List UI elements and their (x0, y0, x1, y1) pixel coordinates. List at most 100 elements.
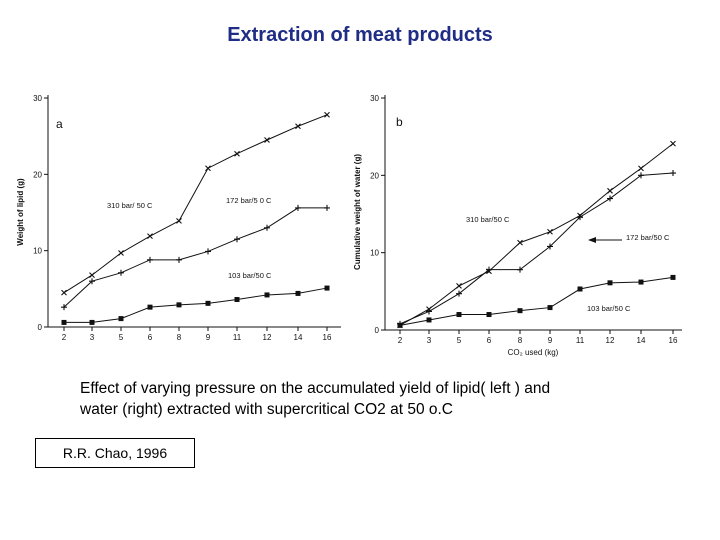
data-point-square (264, 292, 270, 298)
data-point-x (234, 150, 240, 157)
x-tick-label: 12 (606, 336, 615, 345)
series-line (399, 276, 674, 326)
series-annotation: 310 bar/ 50 C (107, 201, 153, 210)
y-tick-label: 10 (370, 249, 379, 258)
data-point-square (89, 319, 95, 325)
figure-caption: Effect of varying pressure on the accumu… (80, 378, 680, 420)
data-point-x (607, 187, 613, 194)
page-title: Extraction of meat products (227, 24, 493, 46)
data-point-x (456, 283, 462, 289)
y-tick-label: 0 (38, 323, 43, 332)
chart-panel-a: 0 10 20 30 2 3 5 6 8 9 11 12 14 16 a Weight of lipid (g… (16, 94, 341, 342)
x-tick-label: 3 (90, 333, 95, 342)
data-point-plus (118, 269, 124, 276)
data-point-x (205, 165, 211, 172)
data-point-plus (176, 256, 182, 263)
data-point-plus (89, 278, 95, 285)
series-1 (397, 170, 676, 327)
series-line (64, 287, 328, 323)
figure-panels: 0 10 20 30 2 3 5 6 8 9 11 12 14 16 a Weight of lipid (g… (10, 80, 710, 370)
panel-label: b (396, 115, 403, 129)
series-2 (397, 274, 676, 328)
series-line (399, 172, 674, 325)
data-point-square (234, 297, 240, 303)
data-point-square (295, 290, 301, 296)
x-tick-label: 11 (576, 336, 585, 345)
x-tick-label: 5 (119, 333, 124, 342)
x-tick-label: 14 (637, 336, 646, 345)
series-annotation: 172 bar/5 0 C (226, 196, 272, 205)
data-point-square (607, 280, 613, 286)
x-tick-label: 14 (294, 333, 303, 342)
x-tick-label: 3 (427, 336, 432, 345)
data-point-plus (147, 256, 153, 263)
y-tick-label: 30 (370, 94, 379, 103)
data-point-x (176, 218, 182, 224)
caption-line-2: water (right) extracted with supercritic… (80, 401, 453, 418)
data-point-square (638, 279, 644, 285)
x-tick-label: 9 (548, 336, 553, 345)
data-point-square (147, 304, 153, 310)
data-point-plus (234, 236, 240, 243)
y-tick-label: 0 (375, 326, 380, 335)
data-point-x (295, 123, 301, 130)
y-axis-label: Weight of lipid (g) (16, 178, 25, 246)
data-point-square (397, 322, 403, 328)
x-tick-label: 2 (62, 333, 67, 342)
chart-panel-b: 0 10 20 30 2 3 5 6 8 9 11 12 14 16 b Cumulative weight … (353, 94, 682, 357)
data-point-plus (607, 195, 613, 202)
citation-text: R.R. Chao, 1996 (62, 445, 168, 461)
series-0 (61, 111, 330, 296)
y-tick-label: 20 (33, 170, 42, 179)
panel-label: a (56, 117, 63, 131)
data-point-plus (426, 308, 432, 315)
x-tick-label: 2 (398, 336, 403, 345)
data-point-square (517, 308, 523, 314)
citation-box: R.R. Chao, 1996 (35, 438, 195, 468)
data-point-square (61, 319, 67, 325)
data-point-x (264, 137, 270, 143)
data-point-plus (324, 204, 330, 211)
series-annotation: 172 bar/50 C (626, 233, 670, 242)
caption-line-1: Effect of varying pressure on the accumu… (80, 380, 551, 397)
data-point-plus (264, 224, 270, 231)
x-tick-label: 8 (518, 336, 523, 345)
data-point-plus (486, 266, 492, 273)
series-2 (61, 285, 330, 325)
data-point-plus (517, 266, 523, 273)
x-tick-label: 6 (148, 333, 153, 342)
data-point-plus (61, 304, 67, 311)
data-point-square (577, 286, 583, 292)
x-tick-label: 5 (457, 336, 462, 345)
data-point-x (147, 233, 153, 240)
x-tick-label: 12 (263, 333, 272, 342)
data-point-x (638, 165, 644, 172)
data-point-x (670, 140, 676, 147)
data-point-plus (547, 243, 553, 250)
x-tick-label: 16 (323, 333, 332, 342)
x-axis-label: CO₂ used (kg) (508, 348, 559, 357)
data-point-square (426, 317, 432, 323)
series-line (63, 114, 328, 294)
y-tick-label: 20 (370, 171, 379, 180)
y-axis-label: Cumulative weight of water (g) (353, 154, 362, 270)
x-tick-label: 11 (233, 333, 242, 342)
series-line (399, 143, 674, 326)
x-tick-label: 6 (487, 336, 492, 345)
data-point-plus (577, 214, 583, 221)
data-point-square (547, 305, 553, 311)
data-point-plus (670, 170, 676, 177)
series-annotation: 310 bar/50 C (466, 215, 510, 224)
data-point-x (517, 239, 523, 246)
data-point-square (176, 302, 182, 308)
data-point-x (324, 111, 330, 118)
data-point-square (118, 316, 124, 322)
x-tick-label: 16 (669, 336, 678, 345)
data-point-plus (205, 248, 211, 255)
data-point-x (61, 289, 67, 296)
y-tick-label: 10 (33, 247, 42, 256)
data-point-square (456, 312, 462, 318)
data-point-x (118, 250, 124, 256)
series-annotation: 103 bar/50 C (587, 304, 631, 313)
